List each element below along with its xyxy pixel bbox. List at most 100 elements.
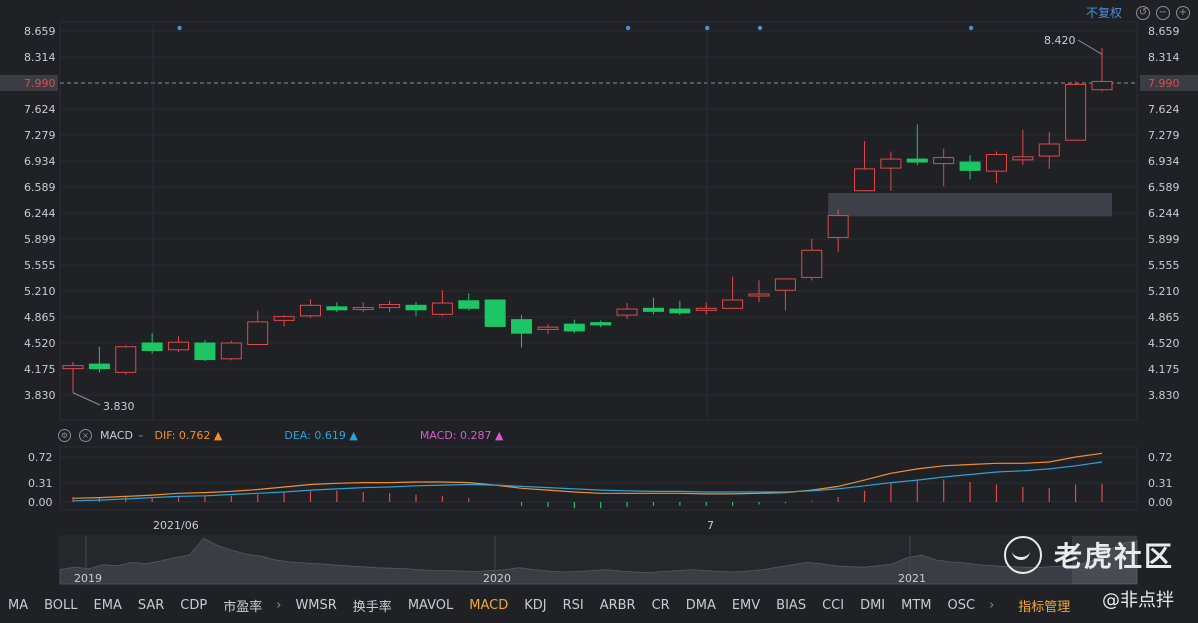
indicator-tab[interactable]: MAVOL (407, 597, 454, 613)
candle-body[interactable] (511, 319, 533, 334)
undo-icon[interactable]: ↺ (1136, 5, 1150, 20)
y-tick-label-left: 7.624 (24, 103, 56, 116)
macd-y-tick-right: 0.31 (1148, 477, 1173, 490)
candle-body[interactable] (537, 326, 559, 330)
indicator-tab[interactable]: BOLL (44, 597, 78, 613)
candle-body[interactable] (458, 300, 480, 309)
candle-body[interactable] (431, 302, 453, 315)
candle-body[interactable] (326, 306, 348, 311)
candle-body[interactable] (352, 307, 374, 311)
candle-body[interactable] (933, 157, 955, 165)
chart-header-controls: 不复权 ↺ − + (1086, 4, 1190, 21)
indicator-tab[interactable]: 换手率 (352, 599, 392, 615)
candle-body[interactable] (1065, 83, 1087, 141)
indicator-tab[interactable]: MTM (901, 597, 932, 613)
candle-body[interactable] (220, 342, 242, 360)
y-tick-label-left: 5.555 (24, 259, 56, 272)
y-tick-label-right: 6.934 (1148, 155, 1180, 168)
indicator-tab[interactable]: EMA (93, 597, 122, 613)
scroll-right-icon[interactable]: › (276, 597, 282, 613)
candle-body[interactable] (247, 321, 269, 345)
indicator-tab[interactable]: CCI (822, 597, 845, 613)
candle-body[interactable] (405, 304, 427, 311)
candle-body[interactable] (616, 308, 638, 316)
macd-y-tick-left: 0.72 (28, 451, 53, 464)
indicator-tab[interactable]: EMV (731, 597, 761, 613)
zoom-out-icon[interactable]: − (1156, 5, 1170, 20)
current-price-box-right (1140, 75, 1198, 91)
indicator-tab[interactable]: SAR (137, 597, 165, 613)
candle-body[interactable] (722, 299, 744, 309)
y-tick-label-left: 6.589 (24, 181, 56, 194)
watermark-text: 老虎社区 (1053, 540, 1174, 573)
candle-body[interactable] (88, 363, 110, 370)
event-marker-dot[interactable] (757, 25, 763, 31)
candle-body[interactable] (774, 278, 796, 291)
candle-body[interactable] (141, 342, 163, 352)
y-tick-label-right: 7.624 (1148, 103, 1180, 116)
macd-legend: ⚙ × MACD ⌄ DIF: 0.762 ▲ DEA: 0.619 ▲ MAC… (58, 427, 565, 443)
event-marker-dot[interactable] (177, 25, 182, 31)
candle-body[interactable] (880, 158, 902, 169)
indicator-tab[interactable]: DMA (685, 597, 716, 613)
candle-body[interactable] (379, 304, 401, 309)
candle-body[interactable] (1091, 80, 1113, 91)
settings-icon[interactable]: ⚙ (58, 428, 71, 442)
event-marker-dot[interactable] (625, 25, 631, 31)
indicator-tab[interactable]: ARBR (599, 597, 636, 613)
zoom-in-icon[interactable]: + (1176, 5, 1190, 20)
candle-body[interactable] (168, 341, 190, 351)
dea-line (72, 461, 1103, 502)
event-marker-dot[interactable] (968, 25, 974, 31)
max-label-leader (1077, 39, 1103, 55)
candle-body[interactable] (854, 168, 876, 192)
indicator-tab[interactable]: MACD (469, 597, 509, 613)
stock-chart-svg[interactable]: 8.659 8.659 8.314 8.314 7.990 7.990 7.624 7.624… (0, 0, 1198, 590)
fuquan-toggle[interactable]: 不复权 (1085, 6, 1122, 20)
candle-body[interactable] (273, 316, 295, 321)
indicator-manage-button[interactable]: 指标管理 (1018, 599, 1071, 615)
macd-y-tick-right: 0.72 (1148, 451, 1173, 464)
y-tick-label-right: 8.659 (1148, 25, 1180, 38)
candle-body[interactable] (590, 322, 612, 326)
candle-body[interactable] (695, 307, 717, 311)
indicator-tab[interactable]: KDJ (524, 597, 547, 613)
candle-body[interactable] (1012, 156, 1034, 161)
candle-body[interactable] (669, 308, 691, 314)
candle-body[interactable] (906, 158, 928, 163)
overview-selection-window[interactable] (1072, 536, 1137, 584)
candle-body[interactable] (563, 323, 585, 332)
macd-y-tick-left: 0.31 (28, 477, 53, 490)
candle-body[interactable] (1038, 143, 1060, 157)
overview-year-label: 2021 (898, 572, 926, 585)
candle-body[interactable] (985, 154, 1007, 172)
candle-body[interactable] (299, 304, 321, 317)
indicator-tab[interactable]: DMI (860, 597, 886, 613)
indicator-tab[interactable]: RSI (562, 597, 584, 613)
overview-area (59, 537, 1138, 585)
indicator-tab[interactable]: CR (651, 597, 670, 613)
indicator-tab[interactable]: MA (8, 597, 29, 613)
dif-value: DIF: 0.762 ▲ (154, 428, 223, 442)
indicator-tab[interactable]: OSC (947, 597, 976, 613)
candle-body[interactable] (642, 307, 664, 312)
chevron-down-icon[interactable]: ⌄ (136, 430, 145, 440)
candle-body[interactable] (194, 342, 216, 361)
candle-body[interactable] (801, 249, 823, 278)
candle-body[interactable] (484, 299, 506, 327)
indicator-tab[interactable]: 市盈率 (223, 599, 263, 615)
indicator-tab[interactable]: CDP (180, 597, 208, 613)
indicator-tab[interactable]: WMSR (295, 597, 337, 613)
y-tick-label-left: 7.279 (24, 129, 56, 142)
scroll-right-icon[interactable]: › (989, 597, 995, 613)
event-marker-dot[interactable] (705, 25, 710, 31)
indicator-tab[interactable]: BIAS (776, 597, 807, 613)
candle-body[interactable] (959, 161, 981, 171)
candle-body[interactable] (115, 346, 137, 373)
candle-body[interactable] (827, 215, 849, 238)
y-tick-label-right: 4.175 (1148, 363, 1180, 376)
close-icon[interactable]: × (79, 428, 92, 442)
candle-body[interactable] (748, 293, 770, 297)
candle-body[interactable] (62, 365, 84, 370)
